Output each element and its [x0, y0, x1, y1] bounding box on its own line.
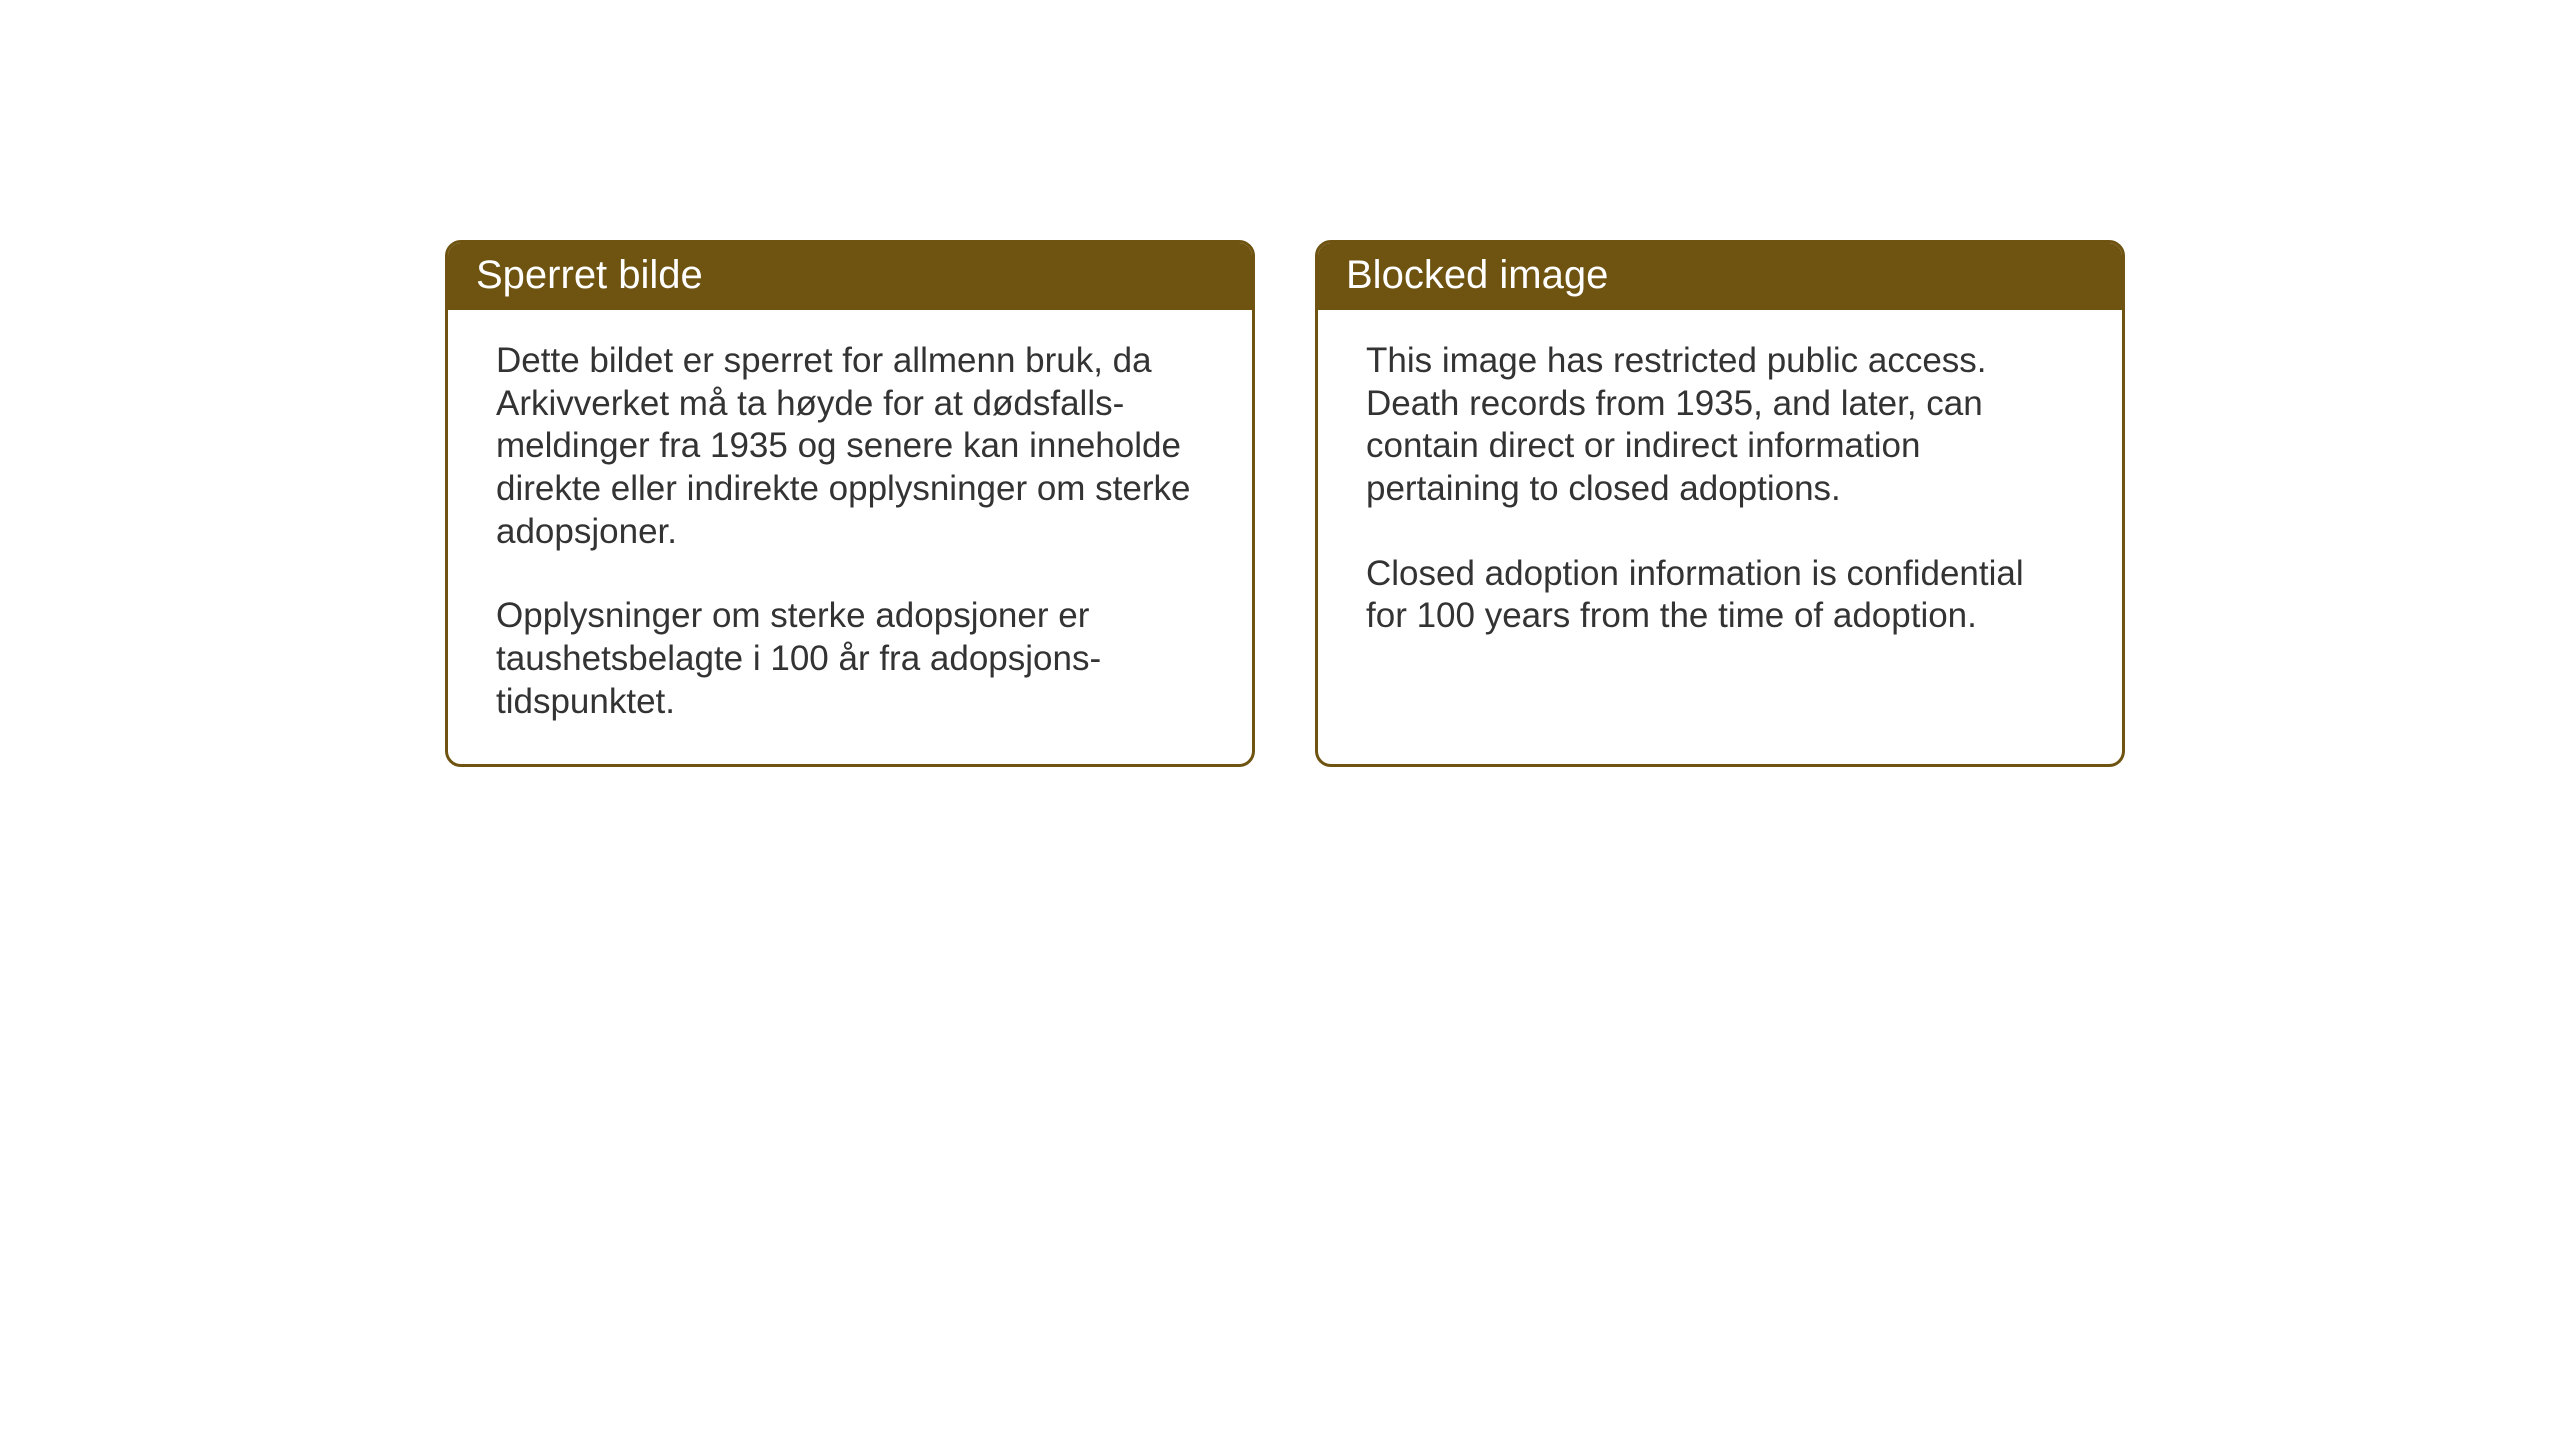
notice-body-norwegian: Dette bildet er sperret for allmenn bruk… [448, 310, 1252, 764]
notice-box-norwegian: Sperret bilde Dette bildet er sperret fo… [445, 240, 1255, 767]
notice-paragraph-norwegian-1: Dette bildet er sperret for allmenn bruk… [496, 340, 1204, 553]
notice-box-english: Blocked image This image has restricted … [1315, 240, 2125, 767]
notice-body-english: This image has restricted public access.… [1318, 310, 2122, 678]
notice-paragraph-english-2: Closed adoption information is confident… [1366, 553, 2074, 638]
notice-paragraph-norwegian-2: Opplysninger om sterke adopsjoner er tau… [496, 595, 1204, 723]
notice-container: Sperret bilde Dette bildet er sperret fo… [445, 240, 2125, 767]
notice-paragraph-english-1: This image has restricted public access.… [1366, 340, 2074, 511]
notice-header-norwegian: Sperret bilde [448, 243, 1252, 310]
notice-header-english: Blocked image [1318, 243, 2122, 310]
